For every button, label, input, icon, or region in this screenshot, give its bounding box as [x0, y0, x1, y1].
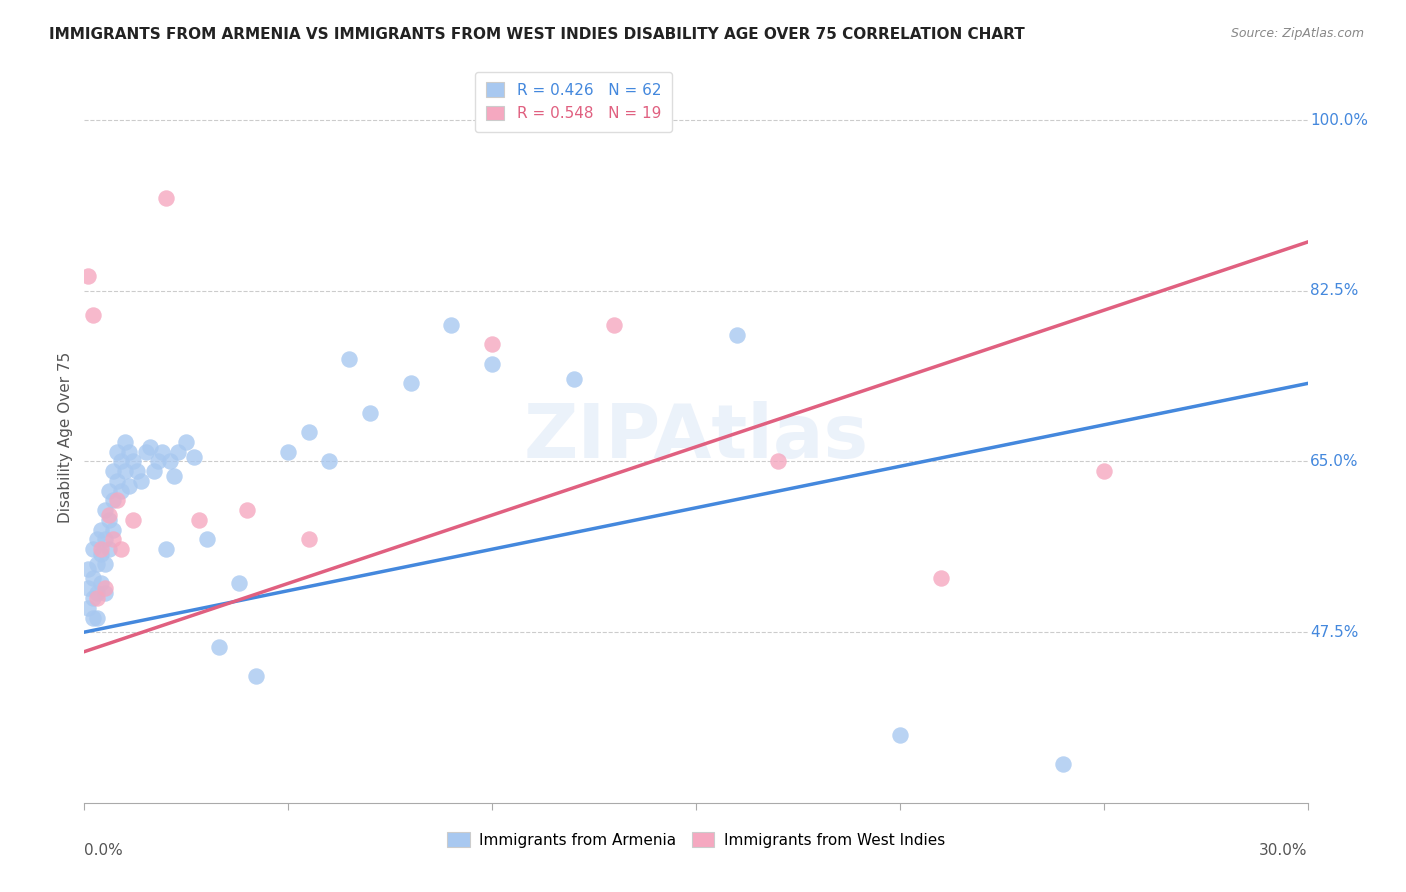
Point	[101, 464, 124, 478]
Point	[208, 640, 231, 654]
Point	[146, 454, 169, 468]
Point	[195, 533, 218, 547]
Point	[101, 533, 124, 547]
Text: 65.0%: 65.0%	[1310, 454, 1358, 469]
Point	[82, 591, 104, 605]
Point	[318, 454, 340, 468]
Point	[440, 318, 463, 332]
Point	[159, 454, 181, 468]
Point	[105, 493, 128, 508]
Point	[245, 669, 267, 683]
Point	[766, 454, 789, 468]
Point	[1052, 756, 1074, 771]
Point	[110, 542, 132, 557]
Point	[929, 572, 952, 586]
Point	[90, 542, 112, 557]
Point	[82, 610, 104, 624]
Point	[481, 337, 503, 351]
Point	[118, 479, 141, 493]
Point	[114, 434, 136, 449]
Point	[228, 576, 250, 591]
Point	[90, 576, 112, 591]
Point	[399, 376, 422, 391]
Point	[82, 308, 104, 322]
Text: 100.0%: 100.0%	[1310, 112, 1368, 128]
Point	[82, 542, 104, 557]
Point	[183, 450, 205, 464]
Point	[90, 547, 112, 561]
Point	[77, 600, 100, 615]
Point	[298, 425, 321, 440]
Point	[97, 542, 120, 557]
Y-axis label: Disability Age Over 75: Disability Age Over 75	[58, 351, 73, 523]
Point	[97, 513, 120, 527]
Point	[86, 586, 108, 600]
Point	[77, 581, 100, 595]
Text: 47.5%: 47.5%	[1310, 624, 1358, 640]
Point	[135, 444, 157, 458]
Point	[118, 444, 141, 458]
Point	[77, 269, 100, 284]
Point	[86, 591, 108, 605]
Point	[725, 327, 748, 342]
Point	[150, 444, 173, 458]
Point	[110, 454, 132, 468]
Point	[105, 444, 128, 458]
Point	[86, 533, 108, 547]
Point	[339, 352, 361, 367]
Text: 82.5%: 82.5%	[1310, 284, 1358, 298]
Point	[603, 318, 626, 332]
Point	[90, 523, 112, 537]
Text: 30.0%: 30.0%	[1260, 843, 1308, 858]
Text: IMMIGRANTS FROM ARMENIA VS IMMIGRANTS FROM WEST INDIES DISABILITY AGE OVER 75 CO: IMMIGRANTS FROM ARMENIA VS IMMIGRANTS FR…	[49, 27, 1025, 42]
Point	[86, 610, 108, 624]
Point	[163, 469, 186, 483]
Point	[122, 513, 145, 527]
Point	[562, 371, 585, 385]
Point	[93, 503, 115, 517]
Point	[481, 357, 503, 371]
Point	[122, 454, 145, 468]
Point	[889, 727, 911, 741]
Point	[82, 572, 104, 586]
Point	[127, 464, 149, 478]
Point	[277, 444, 299, 458]
Point	[138, 440, 160, 454]
Point	[86, 557, 108, 571]
Point	[101, 493, 124, 508]
Point	[110, 483, 132, 498]
Point	[97, 483, 120, 498]
Point	[93, 533, 115, 547]
Point	[105, 474, 128, 488]
Point	[93, 581, 115, 595]
Legend: Immigrants from Armenia, Immigrants from West Indies: Immigrants from Armenia, Immigrants from…	[441, 826, 950, 854]
Point	[77, 562, 100, 576]
Point	[93, 557, 115, 571]
Text: Source: ZipAtlas.com: Source: ZipAtlas.com	[1230, 27, 1364, 40]
Point	[155, 191, 177, 205]
Point	[101, 523, 124, 537]
Point	[359, 406, 381, 420]
Point	[298, 533, 321, 547]
Point	[187, 513, 209, 527]
Point	[142, 464, 165, 478]
Point	[97, 508, 120, 522]
Point	[155, 542, 177, 557]
Point	[1092, 464, 1115, 478]
Point	[167, 444, 190, 458]
Text: ZIPAtlas: ZIPAtlas	[523, 401, 869, 474]
Text: 0.0%: 0.0%	[84, 843, 124, 858]
Point	[131, 474, 153, 488]
Point	[236, 503, 259, 517]
Point	[174, 434, 197, 449]
Point	[114, 464, 136, 478]
Point	[93, 586, 115, 600]
